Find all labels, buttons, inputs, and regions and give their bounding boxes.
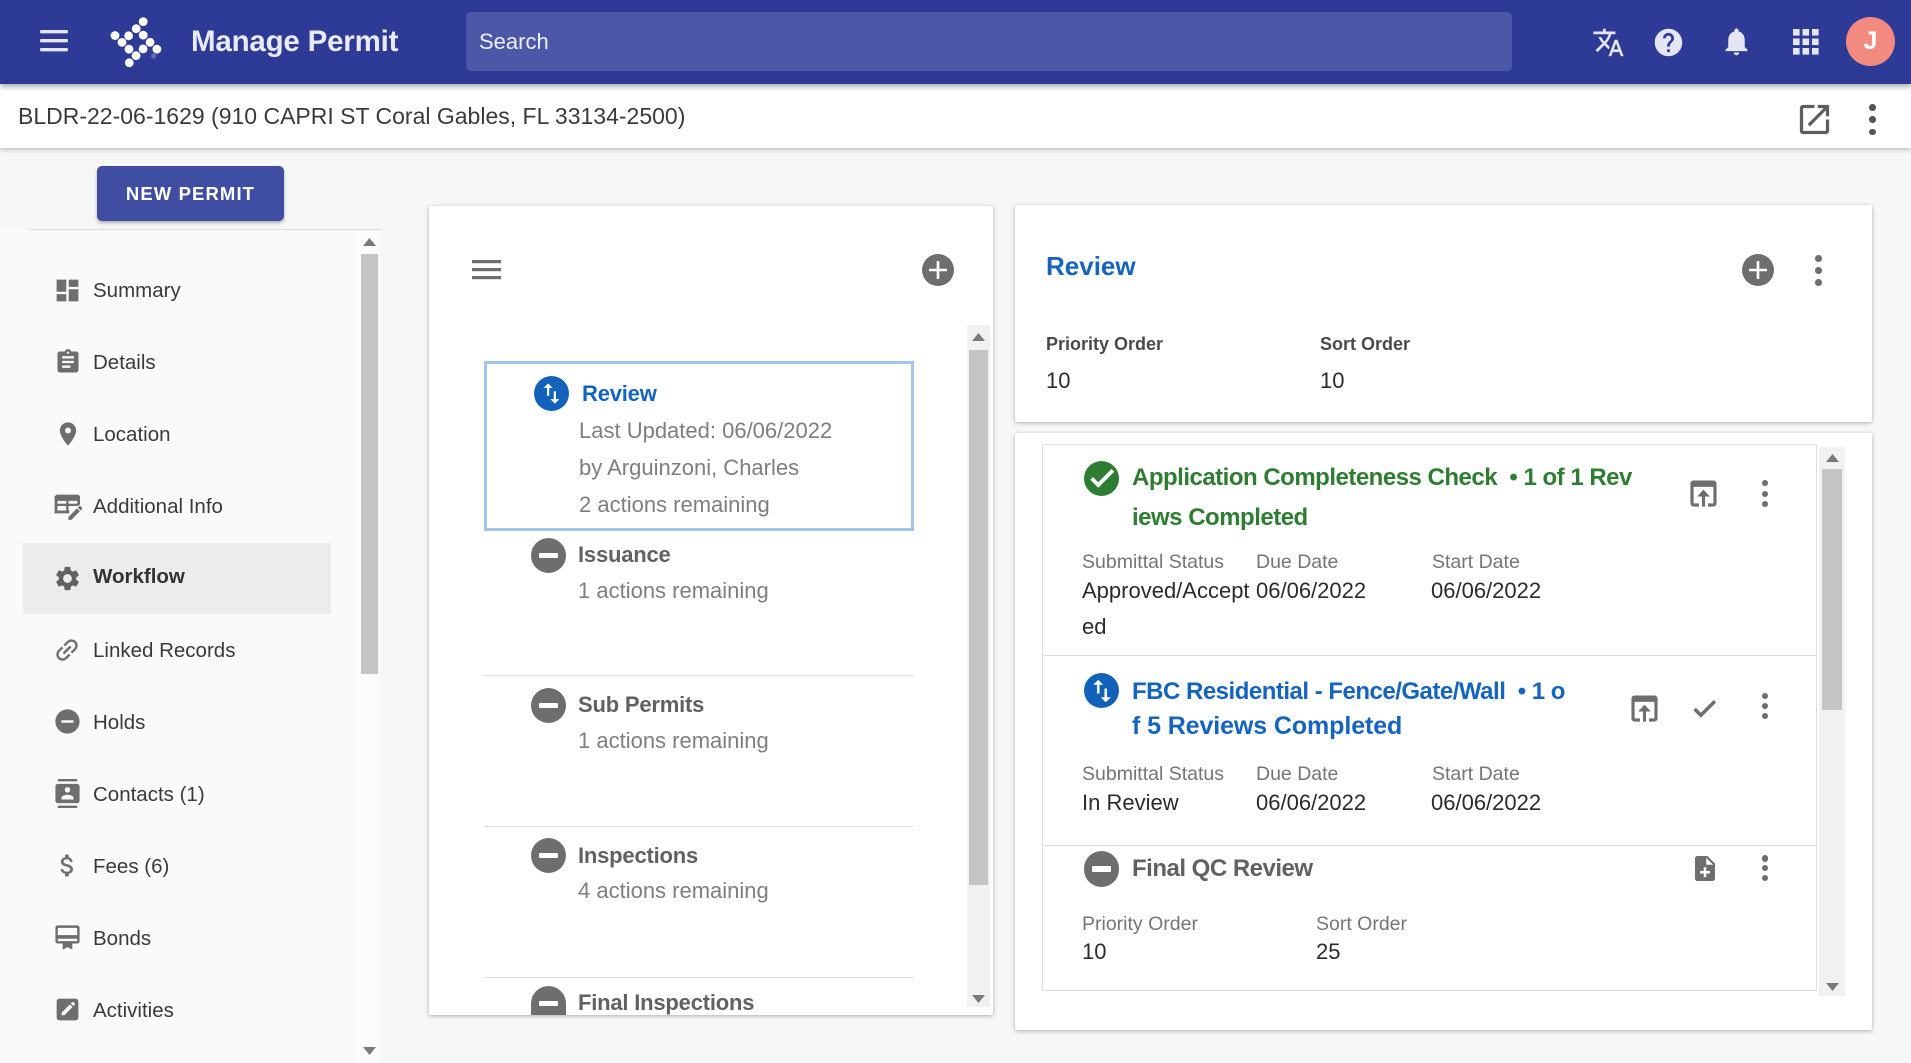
- svg-text:®: ®: [151, 54, 156, 61]
